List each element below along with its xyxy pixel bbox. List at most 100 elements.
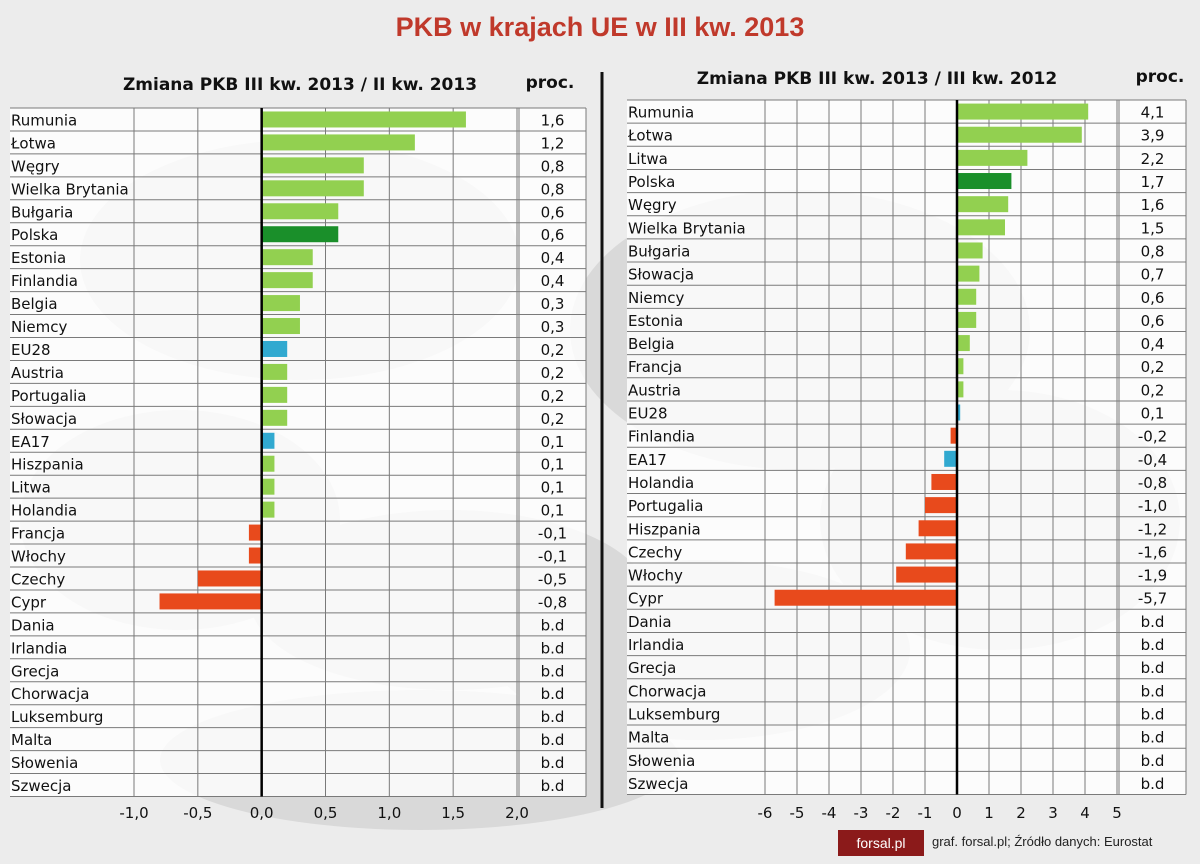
- chart2-category-label: Litwa: [628, 150, 668, 168]
- chart1-value-label: 0,4: [541, 272, 565, 290]
- chart2-value-label: -1,9: [1138, 567, 1167, 585]
- chart1-category-label: Hiszpania: [11, 456, 84, 474]
- chart1-value-label: 0,2: [541, 410, 565, 428]
- chart2-bar: [905, 543, 957, 560]
- chart2-category-label: Niemcy: [628, 289, 684, 307]
- chart1-x-tick-label: -1,0: [119, 804, 148, 822]
- chart1-bar: [261, 272, 313, 289]
- chart2-bar: [957, 265, 980, 282]
- chart1-value-label: -0,5: [538, 570, 567, 588]
- chart1-value-label: b.d: [541, 708, 565, 726]
- chart1-value-label: 1,2: [541, 134, 565, 152]
- chart2-category-label: Holandia: [628, 474, 694, 492]
- chart1-category-label: Węgry: [11, 157, 60, 175]
- chart1-category-label: Belgia: [11, 295, 58, 313]
- chart1-bar: [261, 501, 275, 518]
- chart2-category-label: Francja: [628, 358, 682, 376]
- chart1-value-label: -0,1: [538, 525, 567, 543]
- chart2-bar: [957, 288, 977, 305]
- chart1-category-label: Cypr: [11, 593, 47, 611]
- chart2-category-label: Malta: [628, 729, 669, 747]
- chart2-value-label: b.d: [1141, 729, 1165, 747]
- chart1-category-label: Szwecja: [11, 777, 72, 795]
- chart2-category-label: Czechy: [628, 543, 682, 561]
- chart1-value-label: -0,1: [538, 548, 567, 566]
- chart2-bar: [957, 149, 1028, 166]
- chart2-category-label: Węgry: [628, 196, 677, 214]
- chart2-x-tick-label: -5: [790, 804, 805, 822]
- chart1-category-label: Holandia: [11, 502, 77, 520]
- chart1-x-tick-label: 1,5: [441, 804, 465, 822]
- chart1-category-label: Słowenia: [11, 754, 78, 772]
- chart2-value-label: b.d: [1141, 752, 1165, 770]
- chart1-bar: [159, 593, 262, 610]
- chart1-category-label: Estonia: [11, 249, 66, 267]
- chart1-category-label: Rumunia: [11, 111, 77, 129]
- chart2-value-label: b.d: [1141, 659, 1165, 677]
- chart2-bar: [957, 404, 961, 421]
- chart2-value-label: b.d: [1141, 613, 1165, 631]
- chart1-category-label: Portugalia: [11, 387, 86, 405]
- chart2-x-tick-label: -6: [758, 804, 773, 822]
- chart1-title: Zmiana PKB III kw. 2013 / II kw. 2013: [123, 75, 477, 95]
- chart2-value-label: 1,7: [1141, 173, 1165, 191]
- chart2-x-tick-label: 2: [1016, 804, 1026, 822]
- chart2-x-tick-label: 1: [984, 804, 994, 822]
- chart1-bar: [261, 249, 313, 266]
- chart1-bar: [261, 455, 275, 472]
- chart2-category-label: Słowenia: [628, 752, 695, 770]
- chart1-value-label: 0,2: [541, 341, 565, 359]
- chart1-category-label: Polska: [11, 226, 58, 244]
- chart2-bar: [931, 473, 957, 490]
- chart2-value-label: 0,7: [1141, 266, 1165, 284]
- chart1-bar: [261, 432, 275, 449]
- chart2-category-label: Grecja: [628, 659, 676, 677]
- chart2-category-label: Włochy: [628, 567, 683, 585]
- chart2-category-label: Portugalia: [628, 497, 703, 515]
- chart1-x-tick-label: 0,5: [314, 804, 338, 822]
- chart2-category-label: Finlandia: [628, 428, 695, 446]
- chart1-value-label: 0,6: [541, 203, 565, 221]
- chart1-category-label: Malta: [11, 731, 52, 749]
- chart1-category-label: Irlandia: [11, 639, 67, 657]
- chart2-value-label: 0,6: [1141, 312, 1165, 330]
- chart2-bar: [944, 450, 957, 467]
- chart1-category-label: Łotwa: [10, 134, 56, 152]
- chart1-bar: [261, 295, 300, 312]
- chart2-category-label: EU28: [628, 405, 668, 423]
- chart1-value-label: 0,8: [541, 180, 565, 198]
- chart1-category-label: Słowacja: [11, 410, 77, 428]
- chart2-bar: [925, 497, 957, 514]
- chart1-category-label: Czechy: [11, 570, 65, 588]
- chart2-value-label: b.d: [1141, 682, 1165, 700]
- chart2-category-label: Dania: [628, 613, 672, 631]
- chart1-category-label: Wielka Brytania: [11, 180, 129, 198]
- chart2-value-label: -1,6: [1138, 543, 1167, 561]
- chart2-category-label: Austria: [628, 381, 681, 399]
- chart2-value-label: 3,9: [1141, 127, 1165, 145]
- chart1-value-label: 0,3: [541, 295, 565, 313]
- chart2-value-label: b.d: [1141, 775, 1165, 793]
- chart1-x-tick-label: 0,0: [250, 804, 274, 822]
- chart2-x-tick-label: -3: [854, 804, 869, 822]
- chart2-value-label: 0,8: [1141, 242, 1165, 260]
- chart2-value-label: b.d: [1141, 705, 1165, 723]
- chart2-bar: [957, 335, 970, 352]
- chart2-title: Zmiana PKB III kw. 2013 / III kw. 2012: [697, 69, 1057, 89]
- chart1-bar: [261, 363, 288, 380]
- chart1-value-label: 0,1: [541, 456, 565, 474]
- chart1-value-label: 0,8: [541, 157, 565, 175]
- chart2-value-label: 2,2: [1141, 150, 1165, 168]
- chart1-value-label: b.d: [541, 639, 565, 657]
- forsal-logo: forsal.pl: [838, 830, 924, 856]
- chart1-category-label: EU28: [11, 341, 51, 359]
- chart2-category-label: Bułgaria: [628, 242, 690, 260]
- chart1-bar: [261, 134, 415, 151]
- chart2-category-label: Irlandia: [628, 636, 684, 654]
- chart2-category-label: Luksemburg: [628, 705, 720, 723]
- chart1-x-tick-label: 1,0: [377, 804, 401, 822]
- chart1-bar: [261, 318, 300, 335]
- chart1-value-label: b.d: [541, 754, 565, 772]
- chart1-value-label: 0,2: [541, 364, 565, 382]
- chart2-category-label: Estonia: [628, 312, 683, 330]
